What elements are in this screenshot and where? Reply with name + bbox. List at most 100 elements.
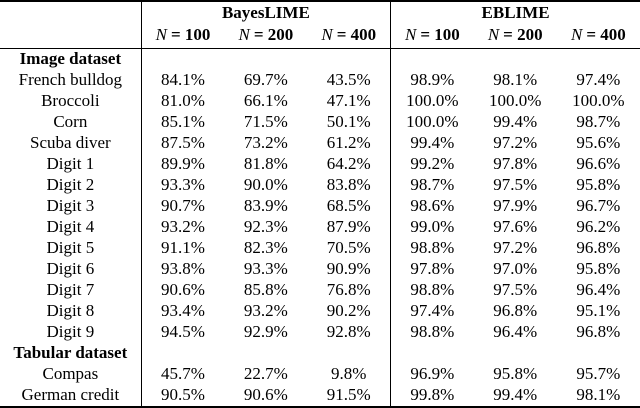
section-label: Image dataset [19, 49, 122, 69]
n-value: = 200 [253, 25, 294, 45]
cell-value: 82.3% [243, 238, 288, 258]
cell-value: 81.0% [140, 90, 225, 112]
row-label: Digit 2 [46, 175, 95, 195]
table-row: Scuba diver 87.5% 73.2% 61.2% 99.4% 97.2% 95.6… [0, 132, 640, 154]
cell-value: 96.4% [576, 280, 621, 300]
cell-value: 90.0% [243, 175, 288, 195]
cell-value: 92.9% [243, 322, 288, 342]
cell-value: 94.5% [140, 321, 225, 343]
row-label: Digit 8 [46, 301, 95, 321]
cell-value: 97.4% [390, 300, 474, 322]
cell-value: 96.8% [493, 301, 538, 321]
table-row: Digit 7 90.6% 85.8% 76.8% 98.8% 97.5% 96.4% [0, 279, 640, 301]
cell-value: 85.1% [140, 111, 225, 133]
cell-value: 97.8% [493, 154, 538, 174]
cell-value [140, 48, 225, 70]
table-row: Broccoli 81.0% 66.1% 47.1% 100.0% 100.0% 100.0… [0, 90, 640, 112]
cell-value: 97.4% [576, 70, 621, 90]
table-row: German credit 90.5% 90.6% 91.5% 99.8% 99.4% 98… [0, 384, 640, 407]
table-row: Digit 2 93.3% 90.0% 83.8% 98.7% 97.5% 95.8% [0, 174, 640, 196]
row-label: Digit 7 [46, 280, 95, 300]
n-symbol: N [321, 25, 333, 45]
cell-value: 93.3% [243, 259, 288, 279]
cell-value: 89.9% [140, 153, 225, 175]
row-label: Digit 5 [46, 238, 95, 258]
cell-value: 76.8% [326, 280, 371, 300]
cell-value: 84.1% [140, 69, 225, 91]
cell-value: 99.2% [390, 153, 474, 175]
cell-value: 98.1% [576, 385, 621, 405]
cell-value: 100.0% [390, 111, 474, 133]
cell-value: 87.5% [140, 132, 225, 154]
n-symbol: N [155, 25, 167, 45]
col-header-n100-bayeslime: N = 100 [140, 23, 225, 49]
cell-value: 90.9% [326, 259, 371, 279]
row-label: Corn [53, 112, 88, 132]
cell-value: 50.1% [326, 112, 371, 132]
cell-value: 98.8% [390, 237, 474, 259]
cell-value: 98.7% [390, 174, 474, 196]
cell-value: 69.7% [243, 70, 288, 90]
cell-value: 95.7% [576, 364, 621, 384]
table-row: Digit 3 90.7% 83.9% 68.5% 98.6% 97.9% 96.7% [0, 195, 640, 217]
col-header-n200-bayeslime: N = 200 [224, 23, 308, 49]
table-body: Image dataset French bulldog 84.1% 69.7% 43.… [0, 48, 640, 407]
col-header-n100-eblime: N = 100 [390, 23, 474, 49]
cell-value: 98.1% [493, 70, 538, 90]
table-row: Digit 5 91.1% 82.3% 70.5% 98.8% 97.2% 96.8% [0, 237, 640, 259]
row-label: Scuba diver [29, 133, 111, 153]
cell-value [307, 48, 390, 70]
table-row: Digit 9 94.5% 92.9% 92.8% 98.8% 96.4% 96.8% [0, 321, 640, 343]
cell-value: 97.2% [493, 133, 538, 153]
n-value: = 400 [586, 25, 626, 45]
col-header-n400-eblime: N = 400 [556, 23, 640, 49]
col-header-n400-bayeslime: N = 400 [307, 23, 391, 49]
cell-value: 97.8% [390, 258, 474, 280]
n-value: = 100 [420, 25, 460, 45]
table-row: Compas 45.7% 22.7% 9.8% 96.9% 95.8% 95.7% [0, 363, 640, 385]
cell-value: 90.7% [140, 195, 225, 217]
row-label: Digit 6 [46, 259, 95, 279]
col-header-n200-eblime: N = 200 [473, 23, 557, 49]
cell-value: 100.0% [390, 90, 474, 112]
corner-cell [0, 23, 142, 49]
cell-value: 90.6% [243, 385, 288, 405]
cell-value: 98.6% [390, 195, 474, 217]
section-row: Tabular dataset [0, 342, 640, 364]
cell-value: 98.8% [390, 321, 474, 343]
cell-value: 95.1% [576, 301, 621, 321]
cell-value: 98.7% [576, 112, 621, 132]
cell-value: 70.5% [326, 238, 371, 258]
cell-value: 83.8% [326, 175, 371, 195]
cell-value: 97.9% [493, 196, 538, 216]
cell-value: 96.2% [576, 217, 621, 237]
table-row: Digit 6 93.8% 93.3% 90.9% 97.8% 97.0% 95.8% [0, 258, 640, 280]
n-symbol: N [238, 25, 250, 45]
cell-value: 83.9% [243, 196, 288, 216]
row-label: Compas [42, 364, 99, 384]
row-label: Digit 9 [46, 322, 95, 342]
table-row: Digit 8 93.4% 93.2% 90.2% 97.4% 96.8% 95.1% [0, 300, 640, 322]
cell-value: 95.8% [576, 175, 621, 195]
row-label: French bulldog [18, 70, 123, 90]
cell-value [307, 343, 390, 364]
column-header-row: N = 100 N = 200 N = 400 N = 100 N = 200 N = 40… [0, 23, 640, 49]
row-label: Digit 4 [46, 217, 95, 237]
cell-value: 22.7% [243, 364, 288, 384]
row-label: Digit 1 [46, 154, 95, 174]
cell-value: 99.4% [390, 132, 474, 154]
cell-value: 96.4% [493, 322, 538, 342]
cell-value: 97.2% [493, 238, 538, 258]
cell-value [557, 48, 640, 70]
cell-value [557, 343, 640, 364]
corner-cell [0, 1, 141, 23]
cell-value: 92.3% [243, 217, 288, 237]
cell-value [474, 48, 557, 70]
cell-value: 92.8% [326, 322, 371, 342]
row-label: Digit 3 [46, 196, 95, 216]
table-row: French bulldog 84.1% 69.7% 43.5% 98.9% 98.1% 9… [0, 69, 640, 91]
cell-value: 93.4% [140, 300, 225, 322]
cell-value: 81.8% [243, 154, 288, 174]
cell-value: 90.6% [140, 279, 225, 301]
